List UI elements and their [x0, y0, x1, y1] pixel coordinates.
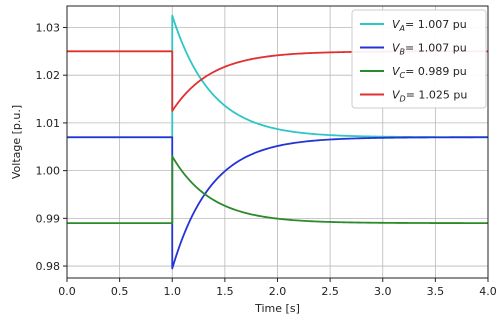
legend-var: V: [392, 18, 401, 31]
x-tick-label: 1.5: [216, 285, 234, 298]
legend-value: = 1.007 pu: [405, 42, 467, 55]
x-tick-label: 4.0: [479, 285, 497, 298]
series-line-b: [67, 136, 488, 270]
legend-subscript: B: [400, 48, 406, 57]
legend-value: = 1.025 pu: [406, 89, 468, 102]
x-tick-label: 1.0: [164, 285, 182, 298]
legend-var: V: [392, 65, 401, 78]
legend-value: = 0.989 pu: [405, 65, 467, 78]
legend-value: = 1.007 pu: [405, 18, 467, 31]
x-tick-label: 0.5: [111, 285, 129, 298]
legend-subscript: A: [399, 24, 405, 33]
legend-entry-c: VC= 0.989 pu: [392, 65, 467, 80]
legend-entry-b: VB= 1.007 pu: [392, 42, 467, 57]
y-tick-label: 1.01: [36, 117, 61, 130]
x-tick-label: 2.5: [321, 285, 339, 298]
x-axis-label: Time [s]: [254, 302, 300, 315]
y-tick-label: 1.00: [36, 165, 61, 178]
legend-subscript: D: [400, 95, 406, 104]
y-axis-label: Voltage [p.u.]: [10, 105, 23, 179]
y-tick-label: 0.98: [36, 260, 61, 273]
x-tick-labels: 0.0 0.5 1.0 1.5 2.0 2.5 3.0 3.5 4.0: [58, 278, 497, 298]
legend-entry-d: VD= 1.025 pu: [392, 89, 467, 104]
legend-var: V: [392, 89, 401, 102]
x-tick-label: 3.0: [374, 285, 392, 298]
legend-box: [351, 9, 487, 109]
x-tick-label: 0.0: [58, 285, 76, 298]
legend-entry-a: VA= 1.007 pu: [392, 18, 467, 33]
x-tick-label: 3.5: [427, 285, 445, 298]
legend-subscript: C: [400, 71, 406, 80]
y-tick-labels: 0.98 0.99 1.00 1.01 1.02 1.03: [36, 21, 67, 273]
series-line-c: [67, 155, 488, 225]
legend-var: V: [392, 42, 401, 55]
y-tick-label: 0.99: [36, 212, 61, 225]
x-tick-label: 2.0: [269, 285, 287, 298]
y-tick-label: 1.03: [36, 21, 61, 34]
y-tick-label: 1.02: [36, 69, 61, 82]
